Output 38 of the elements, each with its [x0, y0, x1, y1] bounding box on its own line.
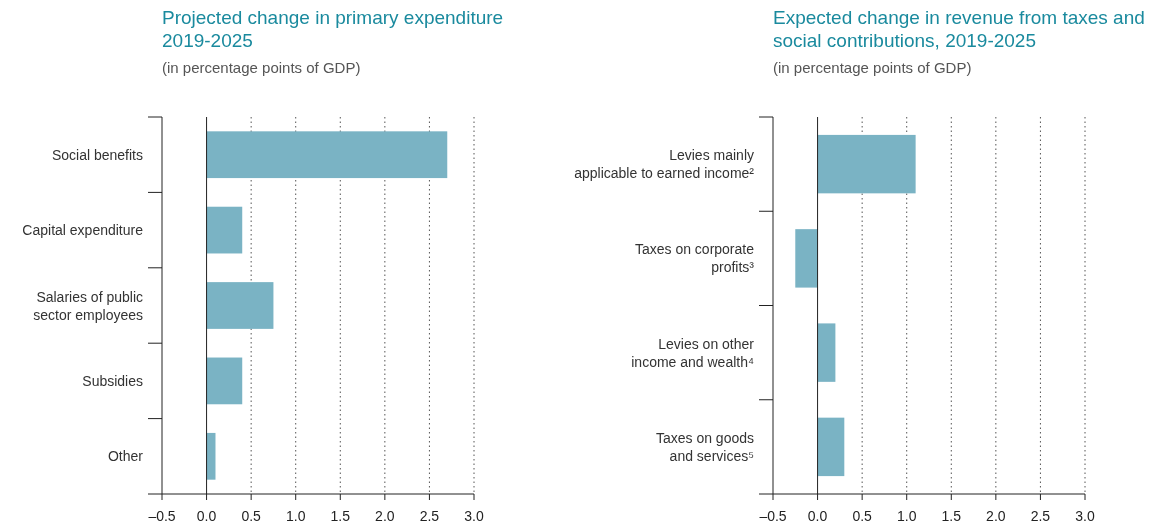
- y-tick-label: Salaries of public sector employees: [33, 288, 143, 323]
- bar: [206, 432, 216, 480]
- x-tick-label: 0.5: [852, 508, 873, 524]
- chart-title: Expected change in revenue from taxes and social contributions, 2019-2025: [773, 7, 1145, 51]
- x-tick-label: 1.0: [285, 508, 306, 524]
- x-tick-label: 2.0: [986, 508, 1006, 524]
- bar: [795, 229, 818, 288]
- x-tick-label: 3.0: [1075, 508, 1095, 524]
- y-tick-label: Other: [107, 448, 144, 465]
- bar: [817, 323, 836, 382]
- y-tick-label: Levies on other income and wealth⁴: [631, 335, 755, 370]
- x-tick-label: 2.5: [419, 508, 440, 524]
- chart-subtitle: (in percentage points of GDP): [162, 59, 361, 76]
- x-tick-label: 2.5: [1030, 508, 1051, 524]
- chart-title: Projected change in primary expenditure 2019-2025: [162, 7, 504, 51]
- x-tick-label: 0.0: [196, 508, 217, 524]
- bar: [206, 206, 243, 254]
- x-tick-label: 1.5: [330, 508, 351, 524]
- y-tick-label: Levies mainly applicable to earned income²: [574, 147, 755, 182]
- bar: [206, 282, 274, 329]
- x-tick-label: 1.0: [896, 508, 917, 524]
- x-tick-label: 2.0: [375, 508, 395, 524]
- bar: [817, 417, 845, 477]
- x-tick-label: 0.5: [241, 508, 262, 524]
- y-tick-label: Capital expenditure: [22, 222, 144, 239]
- y-tick-label: Subsidies: [82, 372, 143, 389]
- x-tick-label: 1.5: [941, 508, 962, 524]
- bar: [817, 134, 916, 194]
- y-tick-label: Taxes on goods and services⁵: [655, 429, 754, 464]
- bar: [206, 131, 448, 179]
- y-tick-label: Social benefits: [51, 146, 143, 163]
- x-tick-label: 3.0: [464, 508, 484, 524]
- y-tick-label: Taxes on corporate profits³: [634, 241, 755, 276]
- bar: [206, 357, 243, 405]
- chart-subtitle: (in percentage points of GDP): [773, 59, 972, 76]
- x-tick-label: –0.5: [759, 508, 787, 524]
- x-tick-label: –0.5: [148, 508, 176, 524]
- x-tick-label: 0.0: [807, 508, 828, 524]
